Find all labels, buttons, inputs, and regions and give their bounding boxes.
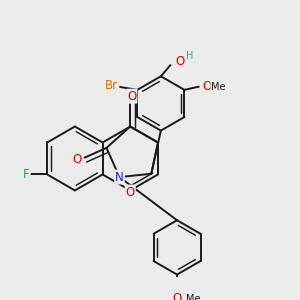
- Text: O: O: [172, 292, 182, 300]
- Text: F: F: [23, 168, 30, 181]
- Text: Me: Me: [186, 293, 200, 300]
- Text: O: O: [73, 154, 82, 166]
- Text: O: O: [175, 56, 184, 68]
- Text: Br: Br: [105, 79, 118, 92]
- Text: N: N: [115, 171, 124, 184]
- Text: O: O: [202, 80, 212, 93]
- Text: O: O: [127, 90, 136, 103]
- Text: O: O: [126, 185, 135, 199]
- Text: Me: Me: [211, 82, 225, 92]
- Text: H: H: [186, 51, 193, 61]
